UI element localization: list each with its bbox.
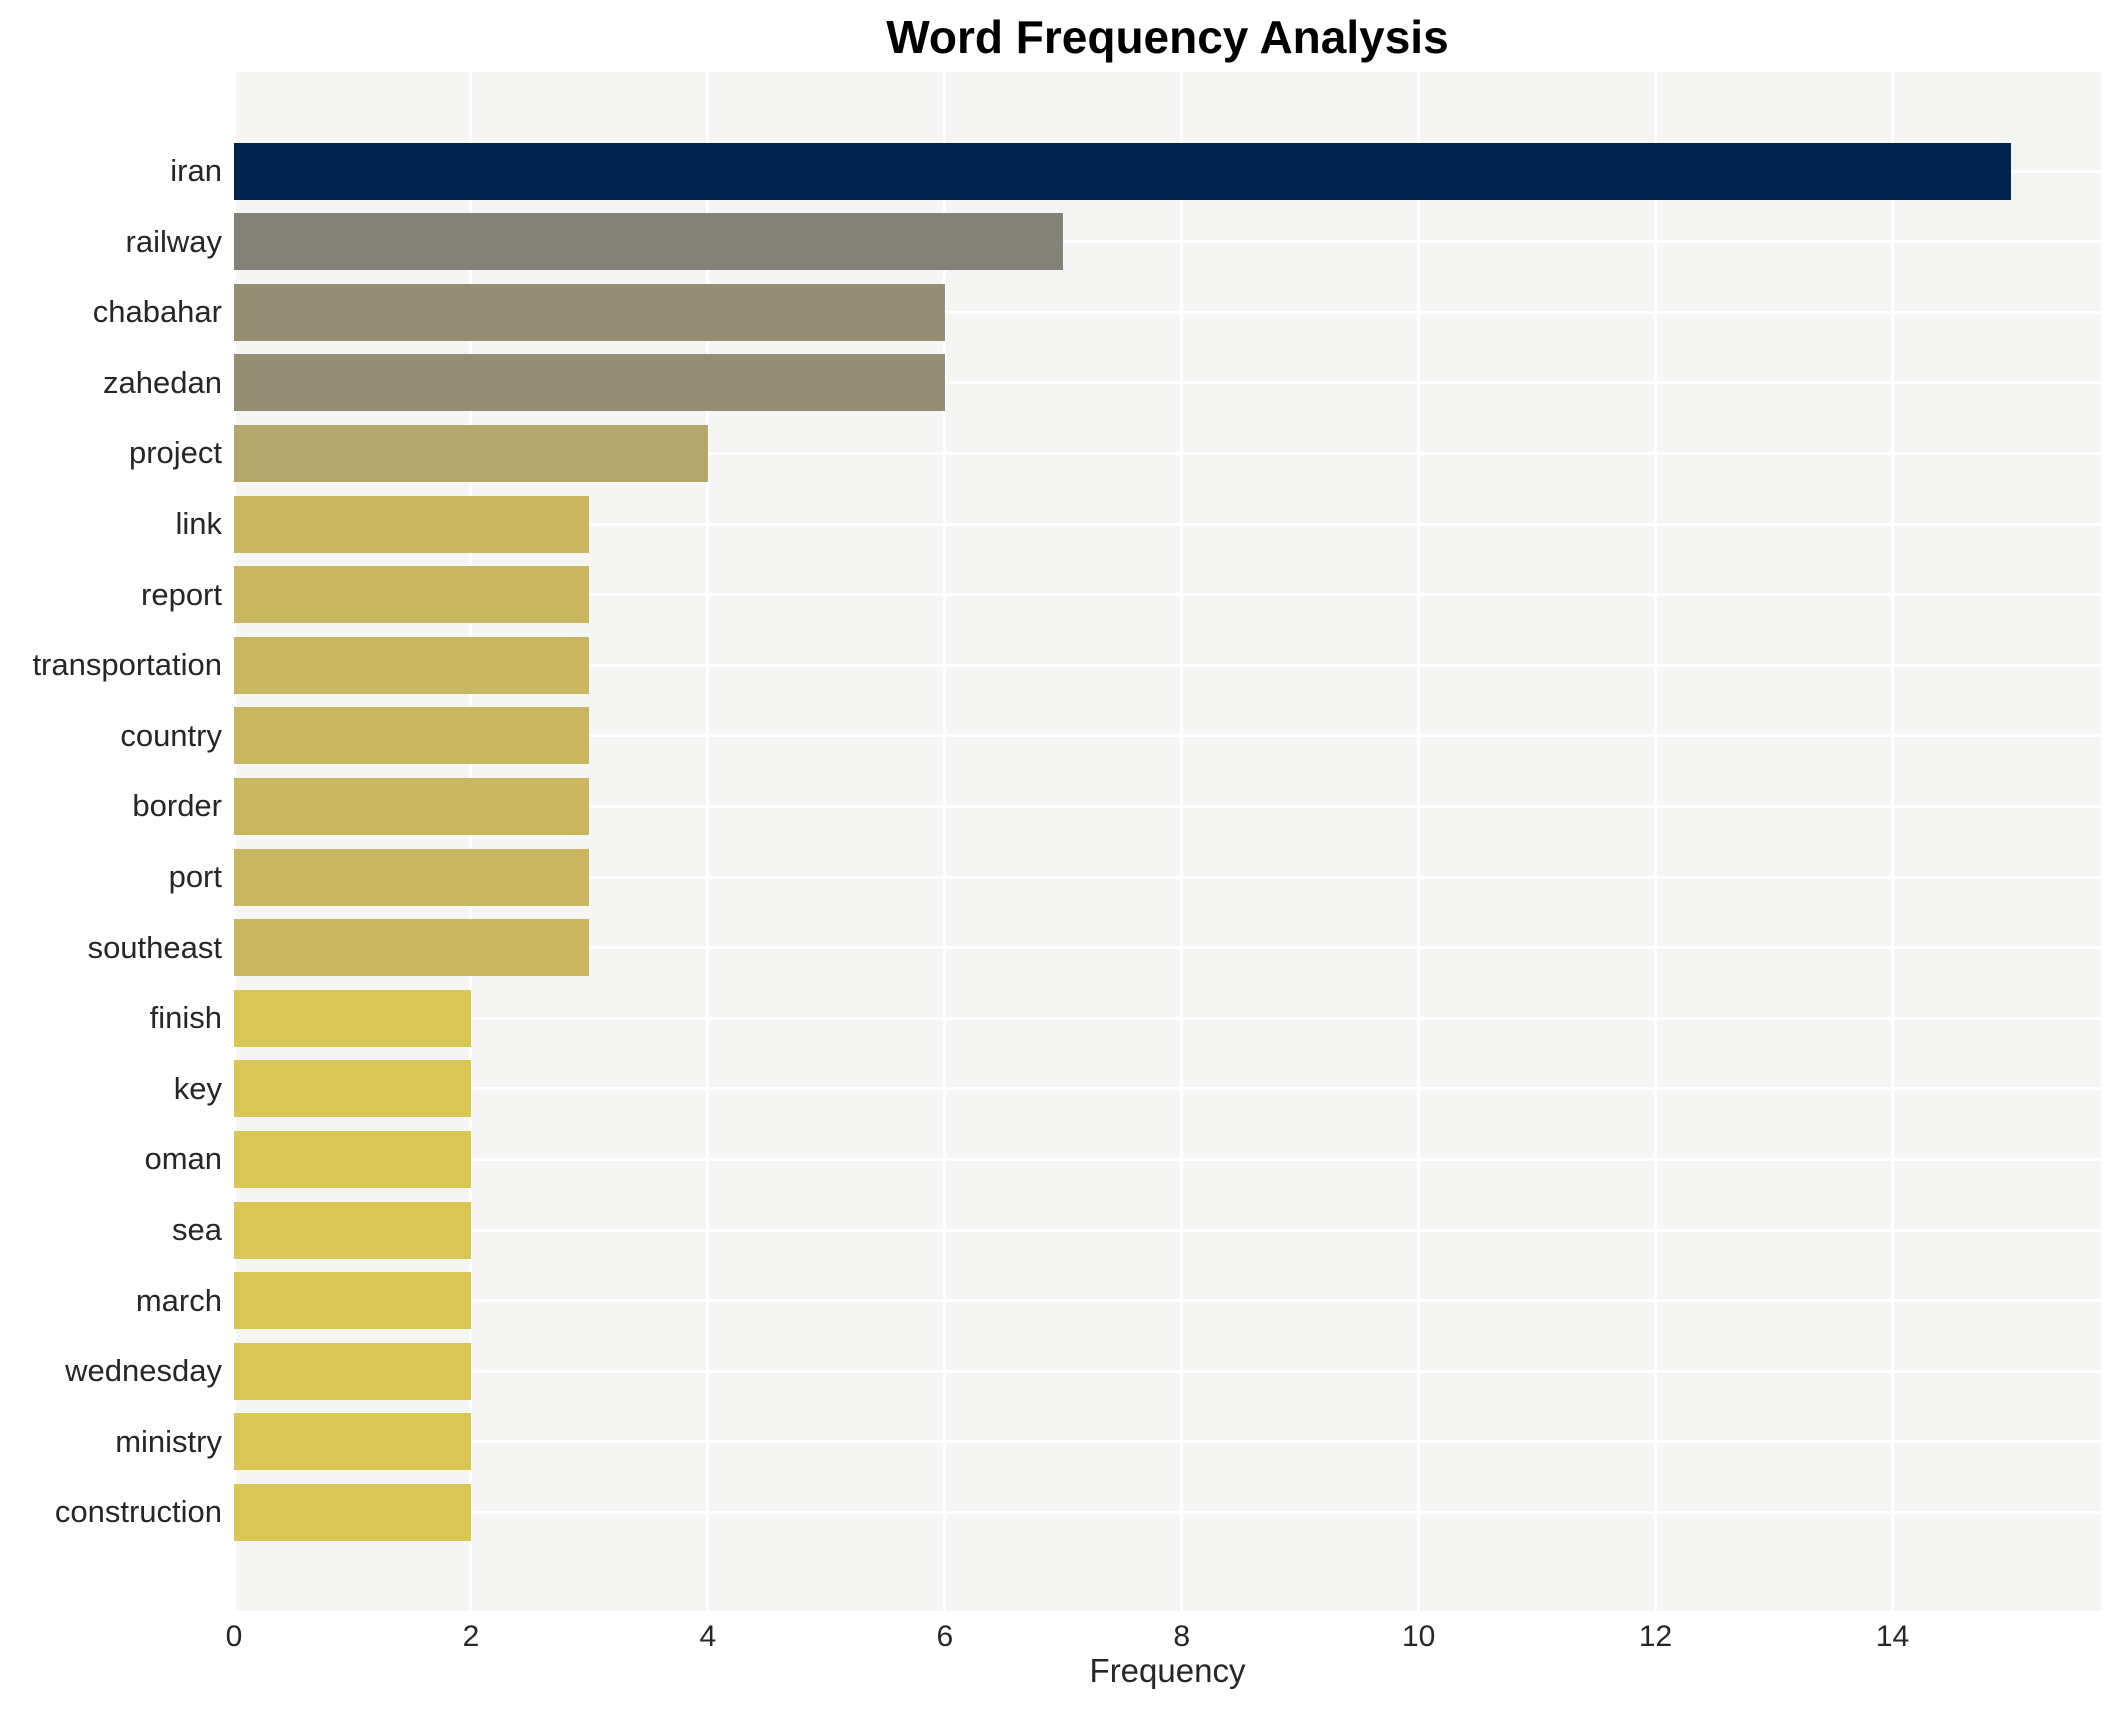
x-tick-label-8: 8	[1173, 1620, 1191, 1653]
bar-project	[234, 424, 708, 482]
bar-chabahar	[234, 283, 945, 341]
horizontal-gridline	[234, 381, 2101, 385]
y-tick-label-key: key	[173, 1070, 222, 1106]
bar-port	[234, 848, 590, 906]
y-tick-label-wednesday: wednesday	[65, 1353, 222, 1389]
y-tick-label-railway: railway	[125, 223, 222, 259]
bar-iran	[234, 142, 2011, 200]
y-tick-label-chabahar: chabahar	[92, 294, 222, 330]
y-tick-label-link: link	[175, 506, 222, 541]
bar-transportation	[234, 636, 590, 694]
bar-wednesday	[234, 1342, 471, 1400]
bar-country	[234, 707, 590, 765]
y-tick-label-iran: iran	[170, 153, 222, 188]
horizontal-gridline	[234, 875, 2101, 879]
horizontal-gridline	[234, 663, 2101, 667]
horizontal-gridline	[234, 451, 2101, 455]
horizontal-gridline	[234, 1440, 2101, 1444]
bar-ministry	[234, 1413, 471, 1471]
horizontal-gridline	[234, 522, 2101, 526]
y-tick-label-zahedan: zahedan	[103, 364, 222, 400]
x-tick-label-4: 4	[699, 1620, 717, 1653]
x-axis-label: Frequency	[1089, 1652, 1246, 1689]
y-tick-label-southeast: southeast	[87, 929, 222, 965]
bar-march	[234, 1272, 471, 1330]
vertical-gridline-14	[1891, 72, 1894, 1611]
horizontal-gridline	[234, 1228, 2101, 1232]
bar-finish	[234, 989, 471, 1047]
horizontal-gridline	[234, 1299, 2101, 1303]
y-tick-label-border: border	[132, 788, 222, 824]
horizontal-gridline	[234, 1087, 2101, 1091]
vertical-gridline-4	[706, 72, 710, 1611]
horizontal-gridline	[234, 946, 2101, 950]
vertical-gridline-0	[232, 72, 236, 1611]
bar-sea	[234, 1201, 471, 1259]
horizontal-gridline	[234, 804, 2101, 808]
bar-link	[234, 495, 590, 553]
horizontal-gridline	[234, 240, 2101, 244]
x-tick-label-10: 10	[1401, 1620, 1436, 1653]
x-tick-label-2: 2	[462, 1620, 480, 1653]
bar-railway	[234, 213, 1064, 271]
y-tick-label-sea: sea	[172, 1212, 222, 1247]
y-tick-label-march: march	[135, 1282, 222, 1318]
bar-report	[234, 566, 590, 624]
horizontal-gridline	[234, 1157, 2101, 1161]
vertical-gridline-6	[943, 72, 947, 1611]
y-tick-label-finish: finish	[149, 1000, 222, 1036]
plot-area	[232, 72, 2101, 1611]
bar-border	[234, 777, 590, 835]
bar-key	[234, 1060, 471, 1118]
horizontal-gridline	[234, 1510, 2101, 1514]
bar-southeast	[234, 919, 590, 977]
y-tick-label-port: port	[168, 859, 222, 894]
chart-title: Word Frequency Analysis	[886, 11, 1449, 63]
bar-construction	[234, 1483, 471, 1541]
x-tick-label-0: 0	[225, 1620, 243, 1653]
horizontal-gridline	[234, 593, 2101, 597]
x-tick-label-12: 12	[1638, 1620, 1673, 1653]
horizontal-gridline	[234, 1016, 2101, 1020]
y-tick-label-ministry: ministry	[115, 1423, 222, 1459]
vertical-gridline-12	[1654, 72, 1658, 1611]
horizontal-gridline	[234, 310, 2101, 314]
y-tick-label-construction: construction	[54, 1494, 222, 1530]
y-tick-label-report: report	[141, 576, 222, 612]
y-tick-label-country: country	[120, 717, 222, 753]
y-tick-label-transportation: transportation	[32, 647, 222, 683]
y-tick-label-project: project	[128, 435, 222, 471]
bar-zahedan	[234, 354, 945, 412]
y-tick-label-oman: oman	[144, 1141, 222, 1177]
vertical-gridline-10	[1417, 72, 1421, 1611]
vertical-gridline-8	[1180, 72, 1184, 1611]
vertical-gridline-2	[469, 72, 473, 1611]
horizontal-gridline	[234, 1369, 2101, 1373]
x-tick-label-14: 14	[1875, 1620, 1910, 1653]
horizontal-gridline	[234, 734, 2101, 738]
x-tick-label-6: 6	[936, 1620, 954, 1653]
bar-oman	[234, 1130, 471, 1188]
